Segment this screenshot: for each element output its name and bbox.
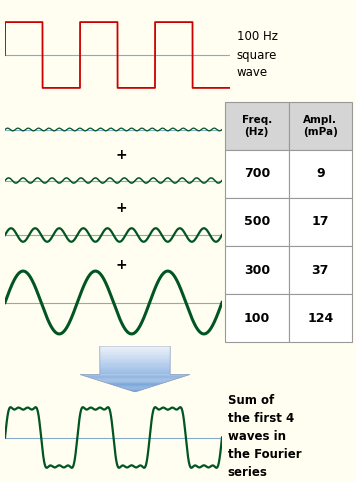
Polygon shape [81,375,189,376]
Polygon shape [131,391,138,392]
Polygon shape [100,353,170,354]
Polygon shape [124,388,146,390]
Polygon shape [100,360,170,361]
Polygon shape [100,349,170,350]
Polygon shape [80,374,190,375]
Polygon shape [100,365,170,367]
Polygon shape [100,356,170,358]
Polygon shape [100,346,170,347]
Polygon shape [100,367,170,368]
Text: +: + [115,258,127,272]
Polygon shape [100,354,170,355]
Text: +: + [115,148,127,162]
Polygon shape [117,386,153,388]
Polygon shape [91,378,178,379]
Polygon shape [128,390,142,391]
Polygon shape [88,377,182,378]
Polygon shape [95,379,175,380]
Polygon shape [100,373,170,374]
Text: 100 Hz
square
wave: 100 Hz square wave [237,30,278,80]
Polygon shape [100,361,170,362]
Polygon shape [106,383,164,384]
Polygon shape [100,359,170,360]
Polygon shape [100,362,170,363]
Polygon shape [100,371,170,373]
Polygon shape [100,363,170,364]
Polygon shape [100,350,170,352]
Polygon shape [100,348,170,349]
Polygon shape [103,382,168,383]
Polygon shape [100,355,170,356]
Polygon shape [100,364,170,365]
Text: +: + [115,201,127,215]
Polygon shape [100,370,170,371]
Polygon shape [110,384,160,385]
Polygon shape [99,380,171,382]
Polygon shape [100,369,170,370]
Polygon shape [100,347,170,348]
Polygon shape [100,358,170,359]
Polygon shape [100,368,170,369]
Text: Sum of
the first 4
waves in
the Fourier
series: Sum of the first 4 waves in the Fourier … [228,394,302,480]
Polygon shape [113,385,157,386]
Polygon shape [100,352,170,353]
Polygon shape [84,376,186,377]
